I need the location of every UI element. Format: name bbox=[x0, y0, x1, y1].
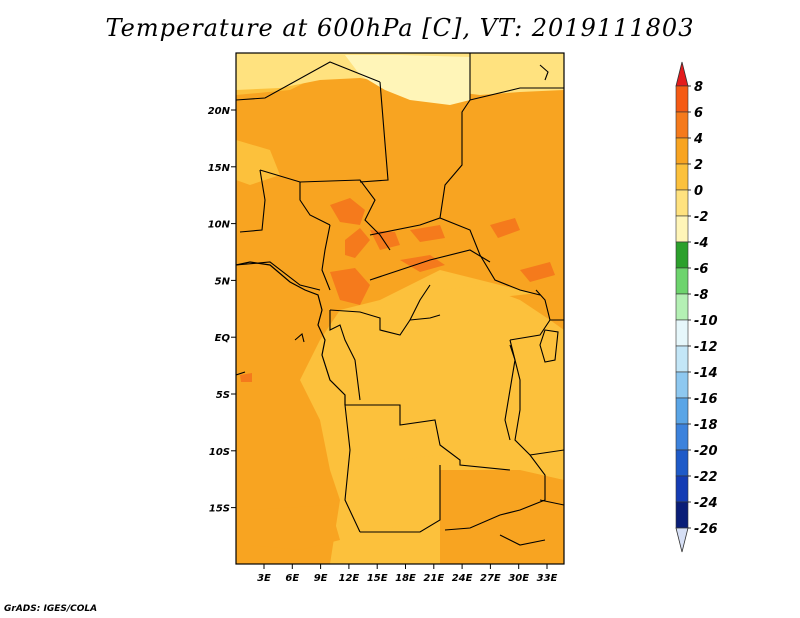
colorbar-label: 2 bbox=[694, 158, 703, 173]
colorbar-top-arrow bbox=[675, 61, 689, 87]
colorbar-segment bbox=[675, 163, 689, 191]
lon-tick-label: 21E bbox=[423, 573, 444, 584]
colorbar-segment bbox=[675, 241, 689, 269]
colorbar-segment bbox=[675, 501, 689, 529]
lat-tick-label: 20N bbox=[208, 106, 231, 117]
lon-tick-label: 24E bbox=[452, 573, 473, 584]
lon-tick-label: 33E bbox=[537, 573, 558, 584]
colorbar-segment bbox=[675, 215, 689, 243]
colorbar-label: -14 bbox=[694, 366, 718, 381]
colorbar-label: 0 bbox=[694, 184, 703, 199]
colorbar-label: 6 bbox=[694, 106, 703, 121]
colorbar-label: -10 bbox=[694, 314, 718, 329]
lon-tick-label: 18E bbox=[395, 573, 416, 584]
colorbar-label: -20 bbox=[694, 444, 718, 459]
lon-axis: 3E 6E 9E 12E 15E 18E 21E 24E 27E 30E 33E bbox=[257, 564, 558, 584]
colorbar-label: -24 bbox=[694, 496, 718, 511]
lon-tick-label: 9E bbox=[314, 573, 328, 584]
map-frame bbox=[235, 52, 565, 565]
temperature-field bbox=[236, 53, 564, 564]
colorbar-label: -2 bbox=[694, 210, 708, 225]
lat-tick-label: 10S bbox=[209, 447, 230, 458]
colorbar-segment bbox=[675, 475, 689, 503]
colorbar-segment bbox=[675, 345, 689, 373]
colorbar-segment bbox=[675, 449, 689, 477]
colorbar-segment bbox=[675, 267, 689, 295]
colorbar-segment bbox=[675, 319, 689, 347]
lat-tick-label: 15S bbox=[209, 504, 230, 515]
lon-tick-label: 3E bbox=[257, 573, 271, 584]
colorbar: 8 6 4 2 0 -2 -4 -6 -8 -10 -12 -14 -16 -18 -20 -22 -24 -26 bbox=[675, 61, 718, 553]
colorbar-label: -4 bbox=[694, 236, 708, 251]
lon-tick-label: 27E bbox=[480, 573, 501, 584]
colorbar-segment bbox=[675, 397, 689, 425]
lat-axis: 20N 15N 10N 5N EQ 5S 10S 15S bbox=[208, 106, 236, 515]
grads-credit: GrADS: IGES/COLA bbox=[4, 604, 98, 614]
lon-tick-label: 12E bbox=[339, 573, 360, 584]
colorbar-label: -26 bbox=[694, 522, 718, 537]
band-4-6-regions bbox=[240, 198, 555, 382]
band-2-4-regions bbox=[236, 70, 564, 564]
lat-tick-label: 15N bbox=[208, 163, 231, 174]
colorbar-segment bbox=[675, 371, 689, 399]
map-title: Temperature at 600hPa [C], VT: 201911180… bbox=[105, 14, 695, 42]
lat-tick-label: EQ bbox=[215, 333, 231, 344]
colorbar-segment bbox=[675, 85, 689, 113]
colorbar-label: -16 bbox=[694, 392, 718, 407]
lat-tick-label: 5S bbox=[216, 390, 230, 401]
colorbar-label: -18 bbox=[694, 418, 718, 433]
band-minus4-minus2-regions bbox=[345, 55, 470, 105]
colorbar-segment bbox=[675, 111, 689, 139]
coastline bbox=[236, 261, 346, 405]
colorbar-segment bbox=[675, 293, 689, 321]
colorbar-label: -8 bbox=[694, 288, 708, 303]
colorbar-label: -12 bbox=[694, 340, 718, 355]
lon-tick-label: 15E bbox=[367, 573, 388, 584]
colorbar-label: 8 bbox=[694, 80, 703, 95]
lon-tick-label: 30E bbox=[508, 573, 529, 584]
lat-tick-label: 5N bbox=[215, 276, 231, 287]
colorbar-label: -6 bbox=[694, 262, 708, 277]
lon-tick-label: 6E bbox=[285, 573, 299, 584]
country-borders bbox=[236, 53, 564, 546]
band-0-2-regions bbox=[236, 140, 564, 530]
colorbar-label: -22 bbox=[694, 470, 718, 485]
colorbar-segment bbox=[675, 137, 689, 165]
colorbar-label: 4 bbox=[693, 132, 703, 147]
colorbar-bottom-arrow bbox=[675, 527, 689, 553]
lat-tick-label: 10N bbox=[208, 220, 231, 231]
colorbar-segment bbox=[675, 423, 689, 451]
colorbar-segment bbox=[675, 189, 689, 217]
